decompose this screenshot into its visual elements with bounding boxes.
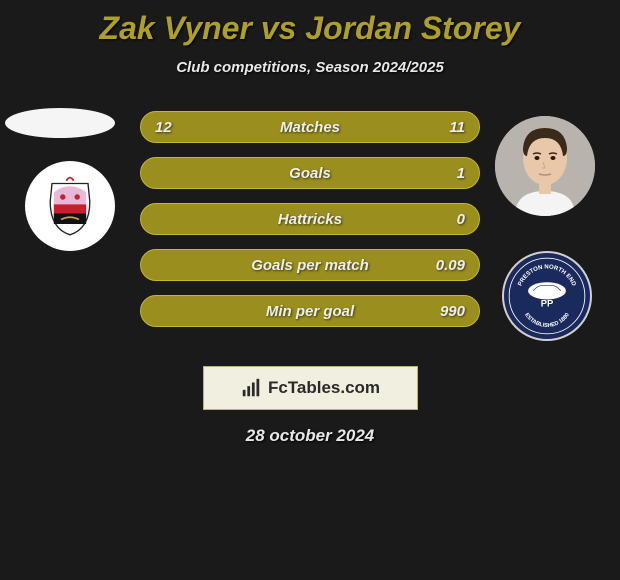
- date-text: 28 october 2024: [0, 426, 620, 446]
- club-crest-right: PRESTON NORTH END ESTABLISHED 1880 PP: [502, 251, 592, 341]
- stat-bar-hattricks: Hattricks 0: [140, 203, 480, 235]
- stat-bar-goals-per-match: Goals per match 0.09: [140, 249, 480, 281]
- chart-icon: [240, 377, 262, 399]
- logo-text: FcTables.com: [268, 378, 380, 398]
- stat-right-value: 0: [457, 211, 465, 228]
- stat-bars: 12 Matches 11 Goals 1 Hattricks 0 Goals …: [140, 111, 480, 341]
- fctables-logo[interactable]: FcTables.com: [203, 366, 418, 410]
- stat-right-value: 11: [449, 119, 465, 136]
- page-subtitle: Club competitions, Season 2024/2025: [0, 59, 620, 76]
- stat-bar-matches: 12 Matches 11: [140, 111, 480, 143]
- stat-right-value: 1: [457, 165, 465, 182]
- stat-bar-goals: Goals 1: [140, 157, 480, 189]
- stat-bar-min-per-goal: Min per goal 990: [140, 295, 480, 327]
- page-title: Zak Vyner vs Jordan Storey: [0, 0, 620, 47]
- player-right-avatar: [495, 116, 595, 216]
- comparison-area: PRESTON NORTH END ESTABLISHED 1880 PP 12…: [0, 96, 620, 356]
- stat-right-value: 990: [440, 303, 465, 320]
- svg-text:PP: PP: [541, 298, 554, 309]
- stat-label: Min per goal: [266, 303, 354, 320]
- stat-left-value: 12: [155, 119, 172, 136]
- stat-label: Goals: [289, 165, 331, 182]
- stat-label: Hattricks: [278, 211, 342, 228]
- club-crest-left: [25, 161, 115, 251]
- stat-label: Matches: [280, 119, 340, 136]
- player-left-avatar: [5, 108, 115, 138]
- stat-label: Goals per match: [251, 257, 369, 274]
- stat-right-value: 0.09: [436, 257, 465, 274]
